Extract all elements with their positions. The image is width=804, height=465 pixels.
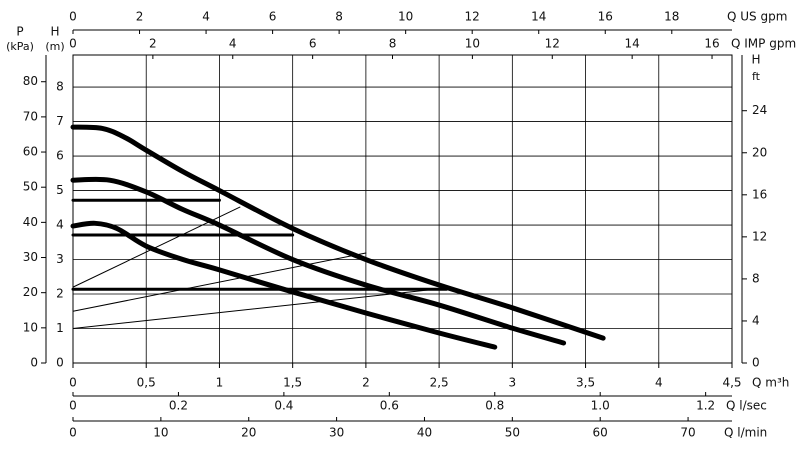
x-tick-label: 6 [269,10,277,24]
x-tick-label: 10 [465,37,480,51]
pump-curve [72,206,241,288]
x-tick-label: 70 [680,426,695,440]
y-tick-label: 0 [752,356,760,370]
y-tick-label: 20 [752,145,767,159]
pump-curve [70,176,567,346]
y-tick-label: 12 [752,229,767,243]
x-tick-label: 12 [545,37,560,51]
y-tick-label: 24 [752,103,767,117]
y-tick-label: 6 [56,149,64,163]
y-tick-label: 1 [56,321,64,335]
y-tick-label: 4 [752,313,760,327]
x-tick-label: 16 [704,37,719,51]
y-tick-label: 3 [56,252,64,266]
x-tick-label: 0 [69,10,77,24]
x-tick-label: 30 [329,426,344,440]
x-tick-label: 0,5 [137,376,156,390]
y-tick-label: 0 [30,356,38,370]
x-tick-label: 60 [593,426,608,440]
y-tick-label: 10 [23,320,38,334]
x-tick-label: 0.4 [274,399,293,413]
x-tick-label: 18 [664,10,679,24]
y-tick-label: 7 [56,114,64,128]
x-tick-label: 8 [335,10,343,24]
plot-frame [72,54,733,364]
x-tick-label: 20 [241,426,256,440]
x-tick-label: 10 [153,426,168,440]
x-axis-title: Q l/sec [726,399,767,413]
x-axis-title: Q IMP gpm [731,37,796,51]
y-tick-label: 8 [56,80,64,94]
x-tick-label: 40 [417,426,432,440]
x-tick-label: 10 [398,10,413,24]
x-tick-label: 3 [509,376,517,390]
x-tick-label: 0.6 [380,399,399,413]
y-tick-label: 5 [56,183,64,197]
x-tick-label: 2 [136,10,144,24]
x-tick-label: 12 [465,10,480,24]
y-tick-label: 16 [752,187,767,201]
y-tick-label: 2 [56,287,64,301]
y-axis-title: H [50,25,59,39]
y-tick-label: 50 [23,180,38,194]
y-tick-label: 80 [23,74,38,88]
x-tick-label: 4,5 [722,376,741,390]
x-tick-label: 1 [216,376,224,390]
x-tick-label: 2 [362,376,370,390]
x-axis-title: Q l/min [724,426,767,440]
y-axis-unit: (kPa) [6,40,34,53]
y-tick-label: 60 [23,145,38,159]
pump-curve [70,220,498,350]
x-tick-label: 0.8 [485,399,504,413]
y-tick-label: 0 [56,356,64,370]
x-tick-label: 8 [389,37,397,51]
x-tick-label: 14 [625,37,640,51]
x-tick-label: 0 [69,37,77,51]
x-axis-title: Q m³h [752,376,789,390]
x-tick-label: 0 [69,376,77,390]
x-tick-label: 50 [505,426,520,440]
y-tick-label: 8 [752,271,760,285]
y-axis-title: H [751,53,760,67]
x-tick-label: 3,5 [576,376,595,390]
pump-curve [70,124,606,341]
x-tick-label: 14 [531,10,546,24]
x-tick-label: 6 [309,37,317,51]
y-tick-label: 20 [23,285,38,299]
y-axis-unit: ft [752,70,761,83]
y-axis-unit: (m) [45,40,64,53]
x-tick-label: 1.2 [696,399,715,413]
y-tick-label: 70 [23,109,38,123]
x-tick-label: 1,5 [283,376,302,390]
y-axis-title: P [16,25,23,39]
x-tick-label: 2,5 [430,376,449,390]
x-tick-label: 4 [202,10,210,24]
y-tick-label: 30 [23,250,38,264]
y-tick-label: 4 [56,218,64,232]
x-tick-label: 4 [229,37,237,51]
x-tick-label: 1.0 [591,399,610,413]
y-tick-label: 40 [23,215,38,229]
pump-curve [72,252,367,312]
x-tick-label: 16 [598,10,613,24]
x-tick-label: 0 [69,399,77,413]
x-tick-label: 0 [69,426,77,440]
pump-curve [72,287,446,330]
x-tick-label: 2 [149,37,157,51]
x-tick-label: 0.2 [169,399,188,413]
x-tick-label: 4 [655,376,663,390]
x-axis-title: Q US gpm [727,10,787,24]
